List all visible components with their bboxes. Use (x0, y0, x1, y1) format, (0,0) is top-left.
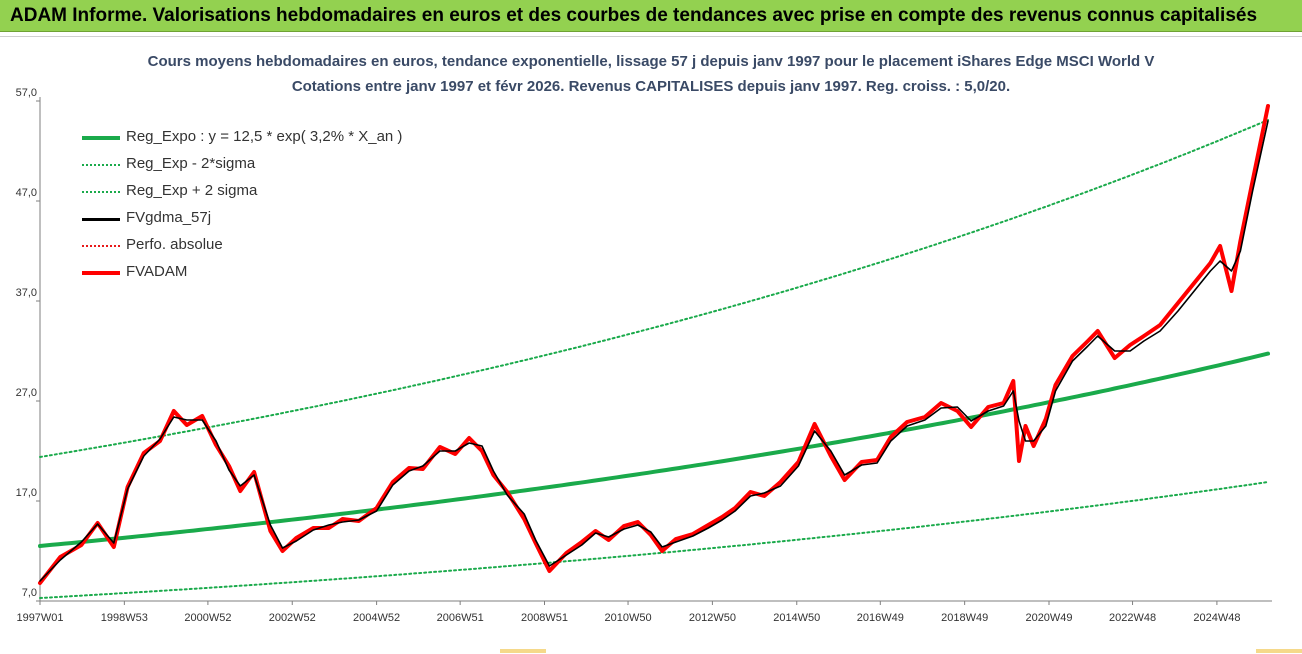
legend-swatch-fvgdma (82, 218, 120, 221)
legend-swatch-fvadam (82, 271, 120, 275)
legend-label-reg-expo: Reg_Expo : y = 12,5 * exp( 3,2% * X_an ) (126, 128, 403, 145)
chart-axes: 7,0 17,0 27,0 37,0 47,0 57,0 1997W01 1998W53 200… (16, 87, 1272, 624)
sheet-tab-right (1256, 649, 1302, 653)
series-line-1 (39, 481, 1269, 599)
x-tick-label: 2006W51 (437, 612, 484, 624)
x-tick-label: 1998W53 (101, 612, 148, 624)
report-banner: ADAM Informe. Valorisations hebdomadaire… (0, 0, 1302, 32)
y-tick-label: 7,0 (22, 587, 37, 599)
x-tick-label: 2004W52 (353, 612, 400, 624)
legend-swatch-reg-exp-minus (82, 164, 120, 166)
legend-label-fvadam: FVADAM (126, 263, 188, 280)
x-tick-label: 1997W01 (16, 612, 63, 624)
series-line-3 (39, 120, 1269, 582)
x-tick-label: 2008W51 (521, 612, 568, 624)
x-tick-label: 2022W48 (1109, 612, 1156, 624)
x-tick-label: 2010W50 (604, 612, 651, 624)
legend-swatch-reg-expo (82, 136, 120, 140)
chart-area: 7,0 17,0 27,0 37,0 47,0 57,0 1997W01 1998W53 200… (0, 36, 1302, 653)
y-tick-label: 27,0 (16, 387, 37, 399)
legend-label-perfo-absolue: Perfo. absolue (126, 236, 223, 253)
legend-swatch-perfo-absolue (82, 245, 120, 247)
legend-label-reg-exp-minus: Reg_Exp - 2*sigma (126, 155, 256, 172)
sheet-tab-left (500, 649, 546, 653)
chart-plot: 7,0 17,0 27,0 37,0 47,0 57,0 1997W01 1998W53 200… (16, 87, 1272, 624)
series-line-5 (38, 104, 1270, 585)
chart-subtitle: Cotations entre janv 1997 et févr 2026. … (291, 78, 1011, 95)
y-tick-label: 17,0 (16, 487, 37, 499)
x-tick-label: 2016W49 (857, 612, 904, 624)
legend-swatch-reg-exp-plus (82, 191, 120, 193)
series-line-2 (39, 119, 1269, 458)
x-tick-label: 2024W48 (1193, 612, 1240, 624)
x-tick-label: 2014W50 (773, 612, 820, 624)
y-tick-label: 37,0 (16, 287, 37, 299)
chart-series-layer (38, 104, 1270, 599)
y-tick-label: 47,0 (16, 187, 37, 199)
series-line-0 (38, 351, 1270, 548)
y-tick-label: 57,0 (16, 87, 37, 99)
x-tick-label: 2020W49 (1025, 612, 1072, 624)
legend-label-fvgdma: FVgdma_57j (126, 209, 212, 226)
x-tick-label: 2012W50 (689, 612, 736, 624)
x-tick-label: 2000W52 (184, 612, 231, 624)
x-tick-label: 2002W52 (269, 612, 316, 624)
x-tick-label: 2018W49 (941, 612, 988, 624)
legend-label-reg-exp-plus: Reg_Exp + 2 sigma (126, 182, 258, 199)
chart-title: Cours moyens hebdomadaires en euros, ten… (147, 53, 1155, 70)
